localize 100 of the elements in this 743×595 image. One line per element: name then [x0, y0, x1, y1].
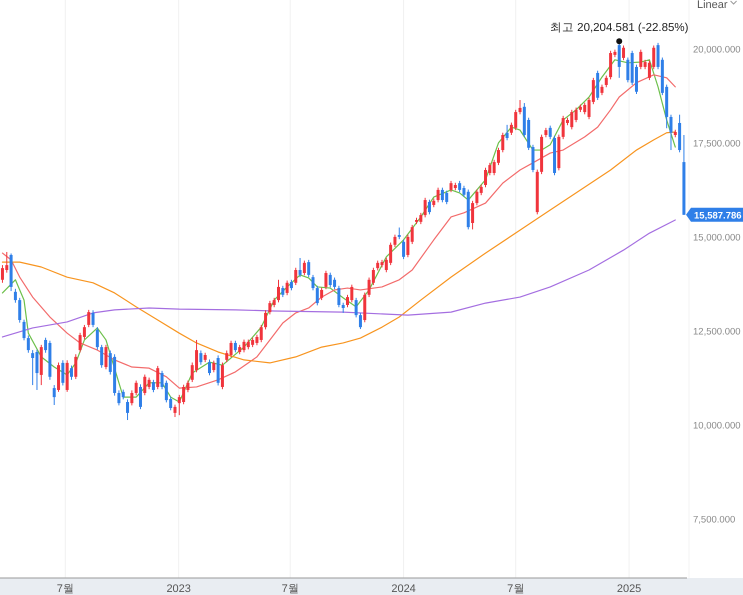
candlestick: [402, 239, 406, 260]
candlestick: [307, 259, 310, 278]
candlestick: [583, 102, 586, 115]
candlestick: [342, 302, 345, 314]
candlestick: [35, 349, 38, 390]
candlestick: [156, 365, 160, 390]
candlestick: [264, 310, 268, 330]
y-tick-label: 7,500.000: [693, 514, 736, 526]
candlestick: [61, 360, 64, 386]
x-tick-label: 7월: [56, 583, 74, 595]
candlestick: [316, 285, 319, 306]
candlestick: [622, 45, 626, 61]
candlestick: [268, 300, 272, 315]
x-tick-label: 2025: [616, 583, 642, 595]
candlestick: [208, 359, 211, 376]
candlestick: [251, 337, 254, 348]
candlestick: [501, 132, 504, 153]
y-tick-label: 20,000.000: [693, 44, 741, 56]
candlestick: [358, 312, 362, 330]
candlestick: [70, 365, 73, 380]
candlestick: [376, 260, 380, 271]
candlestick: [22, 319, 26, 341]
candlestick: [87, 309, 90, 328]
candlestick: [134, 380, 138, 396]
candlestick: [298, 257, 302, 278]
candlestick: [506, 124, 509, 141]
candlestick: [475, 189, 478, 206]
candlestick: [548, 125, 552, 140]
candlestick: [518, 100, 522, 115]
candlestick: [182, 384, 186, 405]
candlestick: [471, 200, 474, 230]
candlestick: [152, 379, 155, 393]
candlestick: [18, 297, 22, 324]
candlestick: [92, 310, 95, 328]
y-tick-label: 15,000.000: [693, 232, 741, 244]
candlestick: [350, 284, 354, 303]
candlestick: [143, 374, 146, 396]
candlestick: [419, 212, 422, 225]
candlestick: [220, 362, 224, 390]
candlestick: [100, 344, 104, 368]
x-tick-label: 7월: [282, 583, 299, 595]
candlestick: [436, 187, 440, 203]
x-tick-label: 7월: [507, 583, 524, 595]
candlestick: [117, 390, 120, 406]
candlestick: [458, 180, 462, 193]
candlestick: [204, 352, 207, 363]
candlestick: [294, 267, 298, 286]
candlestick: [393, 234, 396, 248]
candlestick: [290, 279, 293, 291]
line-series: [2, 219, 676, 338]
candlestick: [604, 75, 608, 88]
candlestick: [600, 84, 604, 96]
candlestick: [52, 384, 56, 406]
candlestick: [272, 297, 276, 308]
candlestick: [544, 127, 548, 138]
candlestick: [639, 49, 642, 70]
candlestick: [570, 109, 574, 130]
candlestick: [281, 285, 284, 298]
candlestick: [484, 167, 488, 188]
x-tick-label: 2024: [391, 583, 416, 595]
candlestick: [26, 334, 30, 354]
y-tick-label: 17,500.000: [693, 138, 741, 150]
line-series: [2, 131, 676, 364]
y-tick-label: 10,000.000: [693, 420, 741, 432]
candlestick: [333, 277, 336, 290]
candlestick: [302, 260, 306, 276]
candlestick: [562, 115, 565, 140]
candlestick: [31, 350, 34, 386]
candlestick: [260, 324, 263, 343]
candlestick: [574, 107, 578, 123]
candlestick: [337, 285, 340, 308]
candlestick: [514, 109, 518, 131]
x-tick-label: 2023: [166, 583, 191, 595]
candlestick: [286, 280, 289, 296]
candlestick: [173, 404, 176, 418]
candlestick: [14, 288, 17, 304]
candlestick: [324, 270, 328, 290]
candlestick: [450, 180, 453, 193]
candlestick: [669, 114, 672, 151]
candlestick: [199, 350, 202, 366]
candlestick: [428, 199, 431, 215]
candlestick: [626, 57, 630, 83]
candlestick: [312, 274, 314, 291]
candlestick: [138, 384, 142, 410]
candlestick: [440, 187, 444, 203]
candlestick: [389, 242, 392, 266]
candlestick: [122, 389, 125, 400]
candlestick: [424, 197, 427, 218]
candlestick: [126, 398, 130, 421]
candlestick: [320, 287, 324, 301]
candlestick: [328, 272, 332, 288]
candlestick: [445, 190, 448, 205]
candlestick: [74, 354, 78, 380]
candlestick: [234, 340, 237, 353]
candlestick: [246, 339, 250, 350]
candlestick: [276, 279, 280, 303]
annotation: 최고 20,204.581 (-22.85%): [550, 22, 689, 34]
y-tick-label: 12,500.000: [693, 326, 741, 338]
candlestick: [96, 326, 99, 350]
candlestick: [354, 297, 358, 318]
